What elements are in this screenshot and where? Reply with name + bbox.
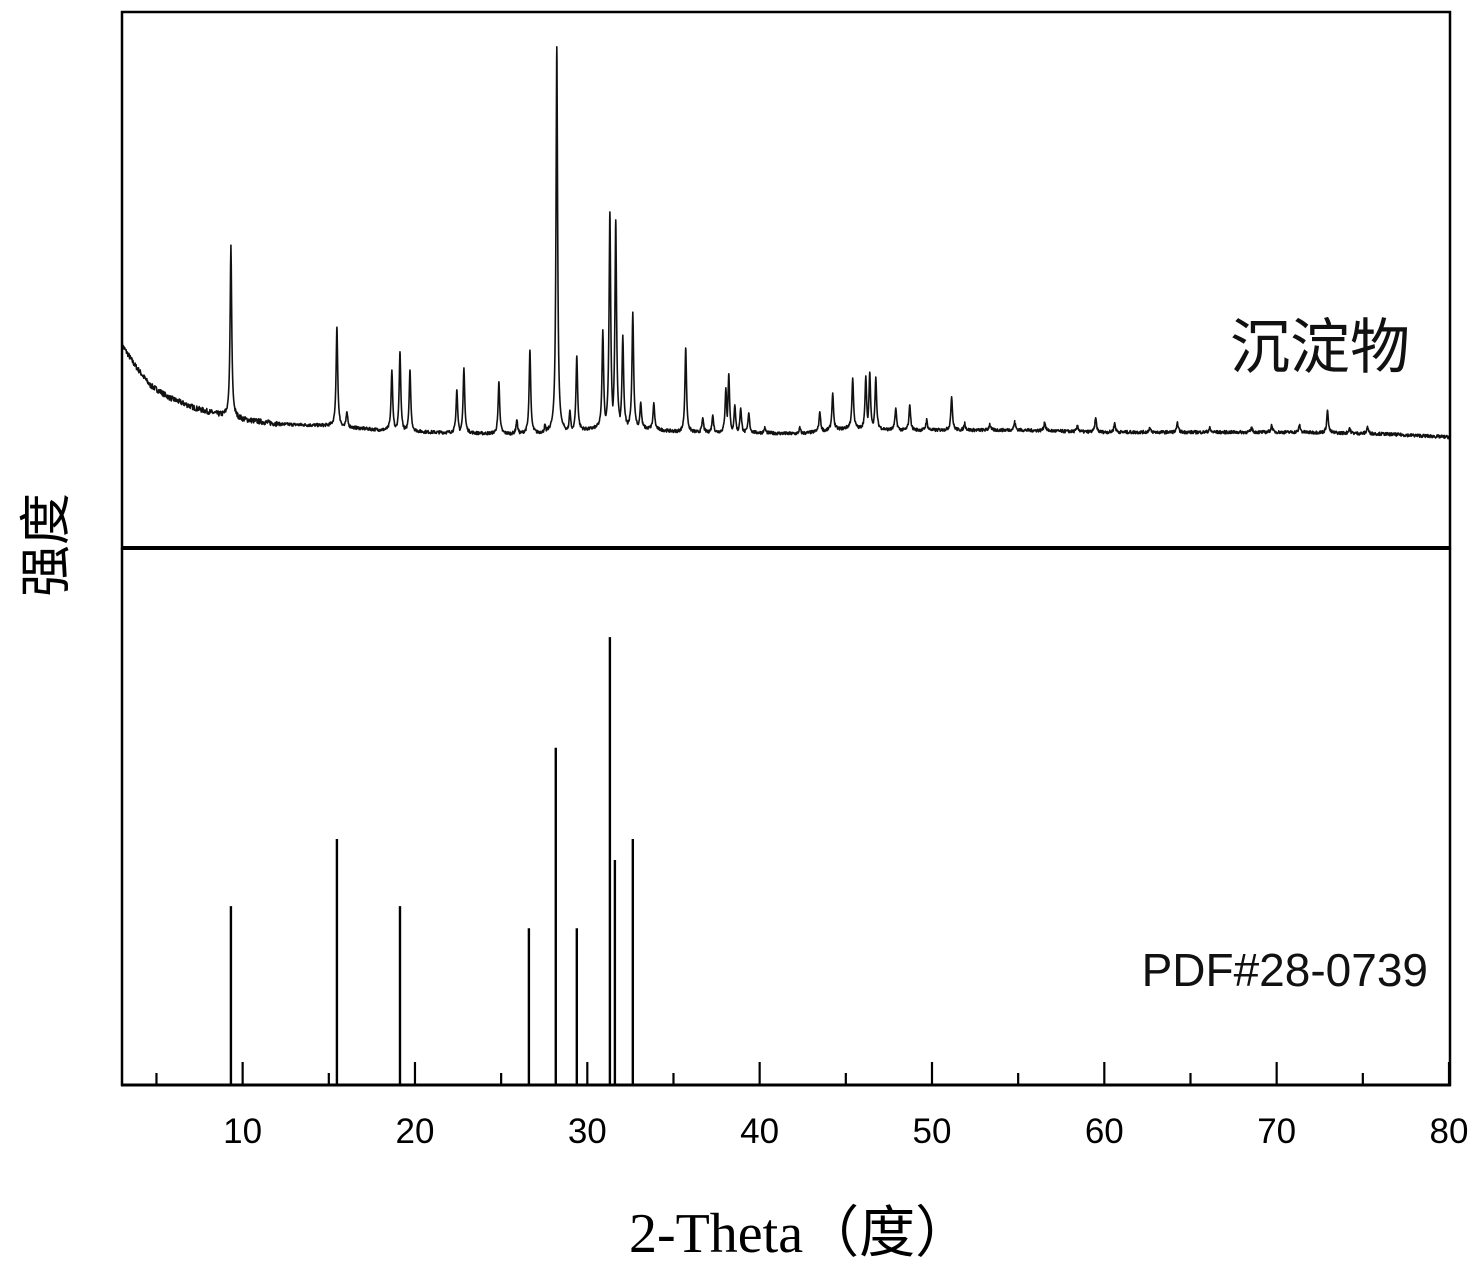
x-axis-ticks: 10 20 30 40 50 60 70 80 — [156, 1062, 1468, 1151]
reference-sticks — [231, 637, 633, 1085]
bottom-panel: PDF#28-0739 — [231, 637, 1428, 1085]
x-tick-label: 70 — [1257, 1112, 1296, 1151]
x-tick-label: 80 — [1430, 1112, 1469, 1151]
x-tick-label: 60 — [1085, 1112, 1124, 1151]
bottom-panel-label: PDF#28-0739 — [1142, 944, 1428, 996]
top-panel-label: 沉淀物 — [1230, 313, 1410, 383]
x-tick-label: 40 — [740, 1112, 779, 1151]
y-axis-label: 强度 — [17, 493, 77, 597]
x-tick-label: 10 — [223, 1112, 262, 1151]
x-tick-label: 20 — [396, 1112, 435, 1151]
x-tick-label: 30 — [568, 1112, 607, 1151]
plot-frame — [121, 12, 1451, 1086]
top-panel-frame — [122, 12, 1450, 548]
x-tick-label: 50 — [913, 1112, 952, 1151]
x-axis-label: 2-Theta（度） — [629, 1203, 971, 1265]
top-panel: 沉淀物 — [122, 47, 1449, 439]
